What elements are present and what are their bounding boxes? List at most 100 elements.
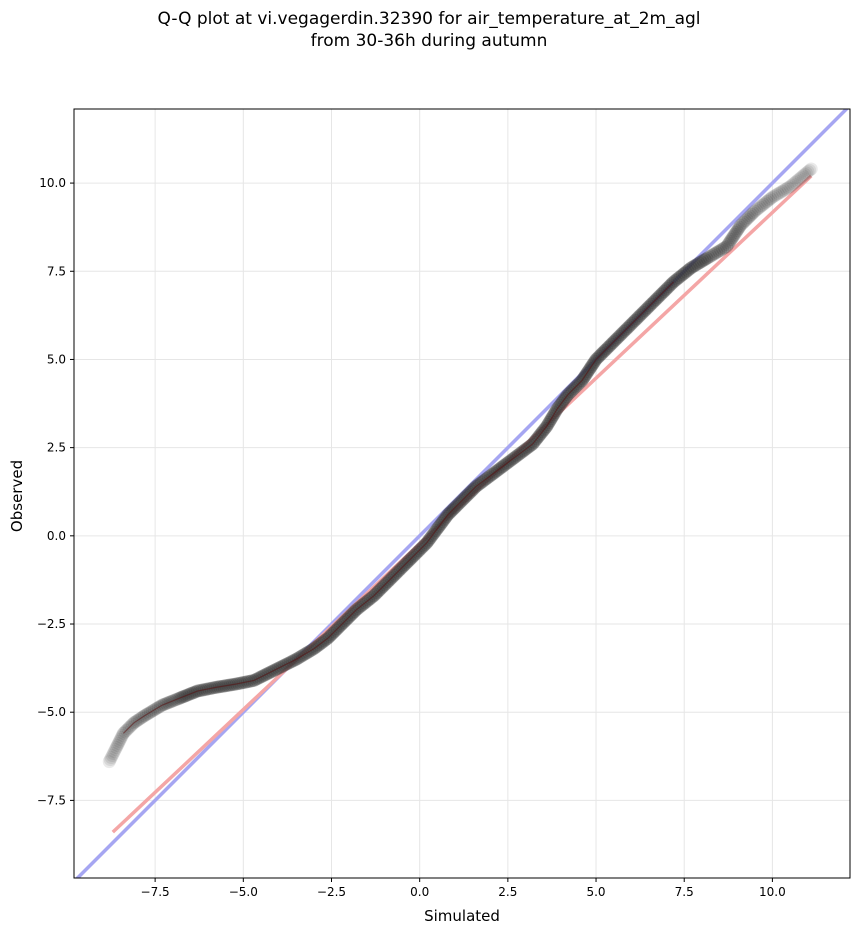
qq-point xyxy=(732,220,746,234)
qq-point xyxy=(108,742,122,756)
qq-point xyxy=(722,236,736,250)
qq-point xyxy=(740,212,754,226)
qq-point xyxy=(708,247,722,261)
qq-point xyxy=(753,200,767,214)
qq-point xyxy=(728,227,742,241)
qq-point xyxy=(781,181,795,195)
qq-point xyxy=(786,177,800,191)
qq-point xyxy=(114,730,128,744)
qq-point xyxy=(764,192,778,206)
qq-point xyxy=(110,738,124,752)
qq-point xyxy=(746,206,760,220)
y-tick-label: 0.0 xyxy=(47,529,66,543)
y-tick-label: −7.5 xyxy=(37,793,66,807)
qq-point xyxy=(801,165,815,179)
plot-frame xyxy=(73,108,851,879)
qq-point xyxy=(675,268,689,282)
qq-point xyxy=(718,241,732,255)
qq-point xyxy=(702,250,716,264)
qq-point xyxy=(798,167,812,181)
qq-point xyxy=(104,751,118,765)
identity-line xyxy=(75,109,849,878)
qq-point xyxy=(724,233,738,247)
qq-point xyxy=(677,266,691,280)
x-tick-label: 5.0 xyxy=(586,885,605,899)
y-tick-label: 7.5 xyxy=(47,264,66,278)
qq-point xyxy=(698,253,712,267)
qq-point xyxy=(743,209,757,223)
qq-point xyxy=(758,196,772,210)
qq-point xyxy=(735,217,749,231)
qq-point xyxy=(794,170,808,184)
qq-point xyxy=(751,201,765,215)
lines-layer xyxy=(75,109,849,878)
x-tick-label: 2.5 xyxy=(498,885,517,899)
qq-point xyxy=(112,734,126,748)
qq-point xyxy=(790,174,804,188)
qq-point xyxy=(793,171,807,185)
quantile-trace xyxy=(122,281,675,734)
qq-point xyxy=(760,194,774,208)
qq-point xyxy=(783,180,797,194)
qq-point xyxy=(716,242,730,256)
x-tick-label: 10.0 xyxy=(759,885,786,899)
qq-point xyxy=(690,257,704,271)
qq-point xyxy=(734,218,748,232)
qq-point xyxy=(788,176,802,190)
qq-point xyxy=(684,261,698,275)
qq-point xyxy=(730,224,744,238)
qq-point xyxy=(696,254,710,268)
x-tick-label: −2.5 xyxy=(317,885,346,899)
y-tick-label: 10.0 xyxy=(39,176,66,190)
grid-layer xyxy=(74,109,850,878)
y-axis-label: Observed xyxy=(8,460,26,532)
y-tick-label: 2.5 xyxy=(47,441,66,455)
qq-point xyxy=(103,753,117,767)
qq-point xyxy=(712,244,726,258)
qq-point xyxy=(679,265,693,279)
chart-title-line-2: from 30-36h during autumn xyxy=(310,31,548,51)
qq-point xyxy=(714,243,728,257)
qq-point xyxy=(106,747,120,761)
x-tick-label: −5.0 xyxy=(229,885,258,899)
qq-point xyxy=(731,222,745,236)
qq-point xyxy=(748,204,762,218)
y-tick-label: −2.5 xyxy=(37,617,66,631)
qq-point xyxy=(767,189,781,203)
qq-point xyxy=(773,185,787,199)
qq-point xyxy=(111,736,125,750)
qq-point xyxy=(704,249,718,263)
qq-point xyxy=(720,240,734,254)
qq-point xyxy=(686,260,700,274)
qq-point xyxy=(721,238,735,252)
chart-title: Q-Q plot at vi.vegagerdin.32390 for air_… xyxy=(0,8,858,52)
qq-point xyxy=(710,245,724,259)
qq-point xyxy=(694,255,708,269)
qq-point xyxy=(115,728,129,742)
qq-point xyxy=(771,187,785,201)
ticks-layer: −7.5 −5.0 −2.5 0.0 2.5 5.0 7.5 10.0 −7.5 −5.0 −2.5… xyxy=(37,176,786,899)
x-axis-label: Simulated xyxy=(424,907,500,925)
qq-point xyxy=(674,269,688,283)
qq-point xyxy=(737,215,751,229)
qq-point xyxy=(113,732,127,746)
qq-point xyxy=(741,211,755,225)
qq-point xyxy=(796,169,810,183)
qq-point xyxy=(755,199,769,213)
qq-point xyxy=(750,203,764,217)
qq-point xyxy=(681,264,695,278)
qq-point xyxy=(109,740,123,754)
qq-point xyxy=(105,749,119,763)
qq-point xyxy=(692,256,706,270)
qq-point xyxy=(775,184,789,198)
qq-point xyxy=(107,745,121,759)
qq-point xyxy=(738,214,752,228)
qq-point xyxy=(804,162,818,176)
qq-point xyxy=(765,190,779,204)
qq-point xyxy=(700,251,714,265)
fit-line xyxy=(111,174,813,834)
y-tick-label: 5.0 xyxy=(47,352,66,366)
qq-point xyxy=(729,225,743,239)
qq-point xyxy=(706,248,720,262)
x-tick-label: −7.5 xyxy=(141,885,170,899)
